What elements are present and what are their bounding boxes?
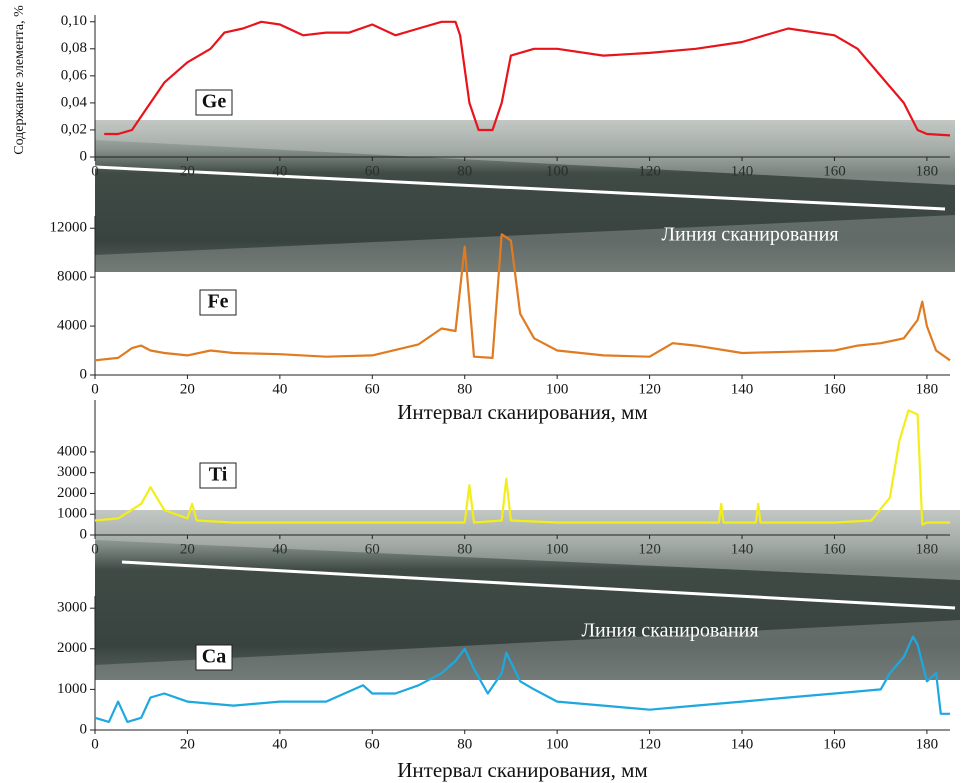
x-tick-label: 120 [638, 541, 661, 557]
y-tick-label: 0 [80, 366, 88, 382]
x-tick-label: 160 [823, 541, 846, 557]
annotation: Линия сканирования [581, 620, 758, 642]
data-line [94, 409, 950, 526]
x-tick-label: 80 [457, 381, 472, 397]
legend-label: Ti [209, 464, 228, 486]
data-line [94, 635, 950, 723]
x-tick-label: 40 [272, 736, 287, 752]
x-tick-label: 40 [272, 541, 287, 557]
x-tick-label: 140 [731, 541, 754, 557]
x-tick-label: 160 [823, 163, 846, 179]
x-tick-label: 20 [180, 541, 195, 557]
legend-label: Ca [202, 646, 226, 668]
x-tick-label: 80 [457, 541, 472, 557]
x-tick-label: 180 [916, 163, 939, 179]
y-tick-label: 0 [80, 721, 88, 737]
x-tick-label: 140 [731, 163, 754, 179]
x-tick-label: 160 [823, 736, 846, 752]
y-tick-label: 3000 [57, 600, 87, 616]
x-tick-label: 60 [365, 541, 380, 557]
x-tick-label: 0 [91, 541, 99, 557]
x-tick-label: 40 [272, 381, 287, 397]
x-tick-label: 120 [638, 163, 661, 179]
y-tick-label: 3000 [57, 464, 87, 480]
x-tick-label: 40 [272, 163, 287, 179]
y-tick-label: 0 [80, 526, 88, 542]
y-tick-label: 0,08 [61, 40, 87, 56]
legend-box [195, 644, 233, 671]
x-tick-label: 60 [365, 736, 380, 752]
x-tick-label: 20 [180, 163, 195, 179]
y-tick-label: 0 [80, 148, 88, 164]
y-tick-label: 0,06 [61, 67, 88, 83]
x-tick-label: 120 [638, 381, 661, 397]
y-tick-label: 12000 [50, 220, 88, 236]
photo-top [94, 120, 955, 272]
x-tick-label: 180 [916, 381, 939, 397]
y-tick-label: 8000 [57, 269, 87, 285]
x-tick-label: 60 [365, 381, 380, 397]
x-tick-label: 20 [180, 736, 195, 752]
annotation: Линия сканирования [661, 224, 838, 246]
x-tick-label: 140 [731, 381, 754, 397]
y-tick-label: 4000 [57, 443, 87, 459]
x-axis-label: Интервал сканирования, мм [397, 758, 647, 782]
x-tick-label: 80 [457, 736, 472, 752]
x-tick-label: 180 [916, 541, 939, 557]
x-axis-label: Интервал сканирования, мм [397, 400, 647, 424]
x-tick-label: 100 [546, 163, 569, 179]
photo-bottom [95, 510, 960, 680]
data-line [94, 233, 951, 362]
x-tick-label: 60 [365, 163, 380, 179]
x-tick-label: 180 [916, 736, 939, 752]
y-tick-label: 2000 [57, 485, 87, 501]
legend-box [199, 462, 237, 489]
y-tick-label: 4000 [57, 318, 87, 334]
legend-label: Fe [207, 291, 228, 313]
y-tick-label: 0,02 [61, 121, 87, 137]
x-tick-label: 140 [731, 736, 754, 752]
y-axis-label: Содержание элемента, % [12, 5, 27, 155]
y-tick-label: 0,10 [61, 13, 87, 29]
y-tick-label: 0,04 [61, 94, 88, 110]
y-tick-label: 2000 [57, 640, 87, 656]
x-tick-label: 100 [546, 381, 569, 397]
y-tick-label: 1000 [57, 681, 87, 697]
x-tick-label: 0 [91, 736, 99, 752]
x-tick-label: 100 [546, 541, 569, 557]
y-tick-label: 1000 [57, 506, 87, 522]
x-tick-label: 20 [180, 381, 195, 397]
x-tick-label: 0 [91, 163, 99, 179]
x-tick-label: 0 [91, 381, 99, 397]
x-tick-label: 120 [638, 736, 661, 752]
legend-label: Ge [202, 91, 227, 113]
x-tick-label: 100 [546, 736, 569, 752]
x-tick-label: 80 [457, 163, 472, 179]
x-tick-label: 160 [823, 381, 846, 397]
legend-box [199, 289, 237, 316]
legend-box [195, 89, 233, 116]
data-line [104, 20, 951, 137]
